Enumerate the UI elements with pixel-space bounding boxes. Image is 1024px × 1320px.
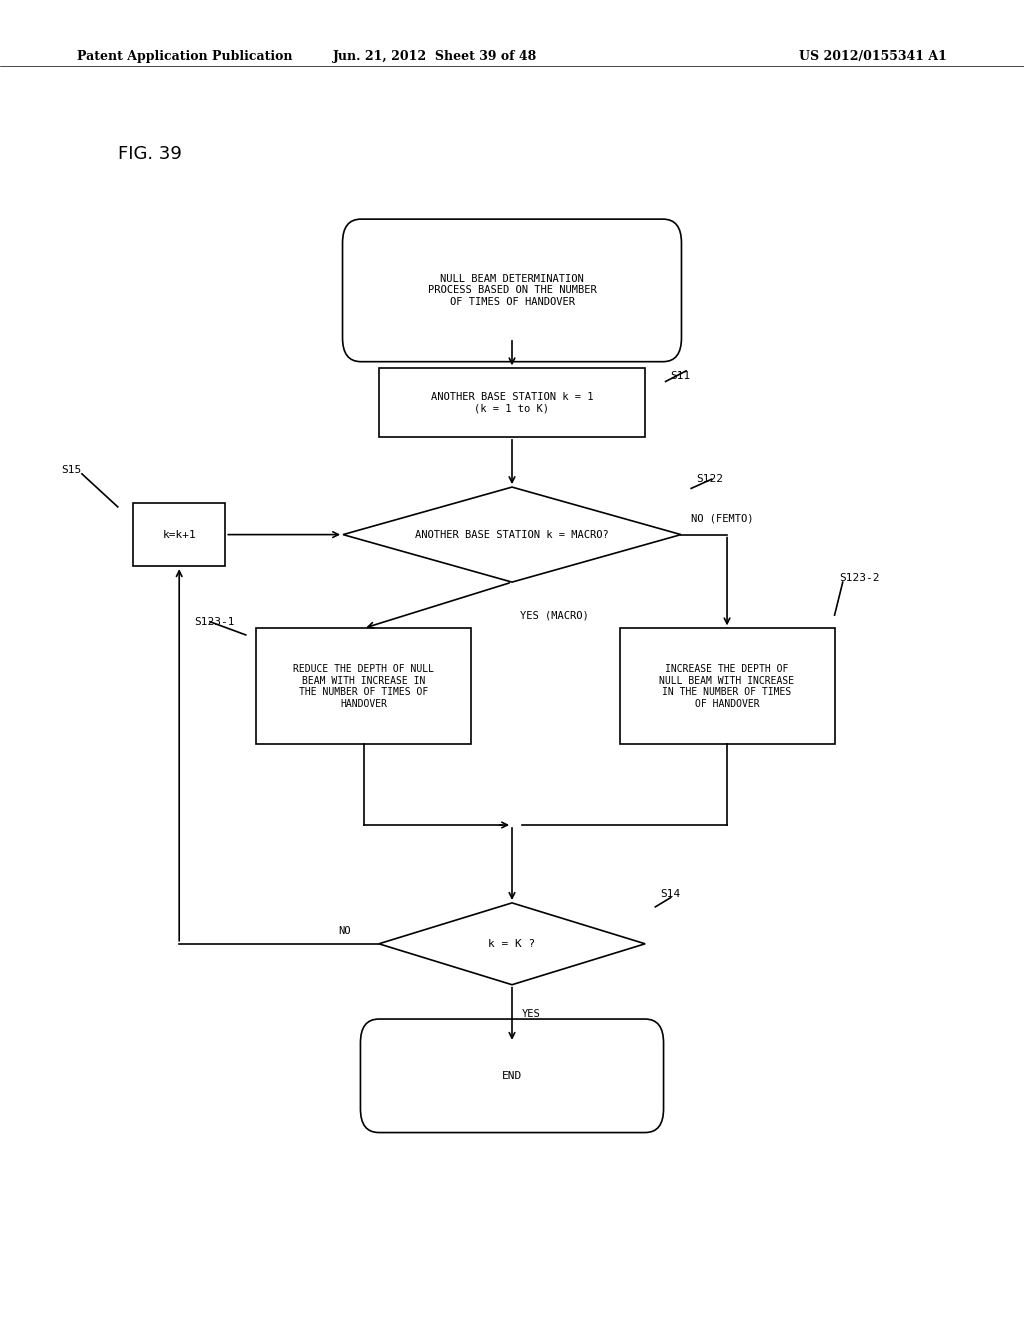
Text: REDUCE THE DEPTH OF NULL
BEAM WITH INCREASE IN
THE NUMBER OF TIMES OF
HANDOVER: REDUCE THE DEPTH OF NULL BEAM WITH INCRE… [293, 664, 434, 709]
Text: Jun. 21, 2012  Sheet 39 of 48: Jun. 21, 2012 Sheet 39 of 48 [333, 50, 538, 63]
Text: NO (FEMTO): NO (FEMTO) [691, 513, 754, 524]
Text: k = K ?: k = K ? [488, 939, 536, 949]
Bar [133, 503, 225, 566]
Text: S123-1: S123-1 [195, 616, 236, 627]
Bar [256, 628, 471, 744]
Text: S14: S14 [660, 888, 681, 899]
Text: S123-2: S123-2 [840, 573, 881, 583]
Bar [620, 628, 835, 744]
Text: ANOTHER BASE STATION k = 1
(k = 1 to K): ANOTHER BASE STATION k = 1 (k = 1 to K) [431, 392, 593, 413]
Text: k=k+1: k=k+1 [163, 529, 196, 540]
Text: ANOTHER BASE STATION k = MACRO?: ANOTHER BASE STATION k = MACRO? [415, 529, 609, 540]
Text: Patent Application Publication: Patent Application Publication [77, 50, 292, 63]
Polygon shape [379, 903, 645, 985]
Bar [379, 368, 645, 437]
Text: S15: S15 [61, 465, 82, 475]
Text: US 2012/0155341 A1: US 2012/0155341 A1 [799, 50, 946, 63]
Text: FIG. 39: FIG. 39 [118, 145, 181, 164]
Text: NO: NO [338, 925, 350, 936]
Polygon shape [343, 487, 681, 582]
Text: INCREASE THE DEPTH OF
NULL BEAM WITH INCREASE
IN THE NUMBER OF TIMES
OF HANDOVER: INCREASE THE DEPTH OF NULL BEAM WITH INC… [659, 664, 795, 709]
Text: S11: S11 [671, 371, 691, 381]
Text: YES: YES [522, 1008, 541, 1019]
Text: NULL BEAM DETERMINATION
PROCESS BASED ON THE NUMBER
OF TIMES OF HANDOVER: NULL BEAM DETERMINATION PROCESS BASED ON… [428, 273, 596, 308]
FancyBboxPatch shape [342, 219, 682, 362]
Text: S122: S122 [696, 474, 723, 484]
Text: END: END [502, 1071, 522, 1081]
FancyBboxPatch shape [360, 1019, 664, 1133]
Text: YES (MACRO): YES (MACRO) [520, 610, 589, 620]
